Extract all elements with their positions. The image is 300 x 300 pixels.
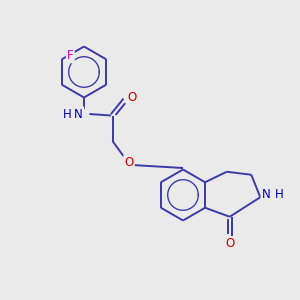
Text: H: H [274,188,283,201]
Text: N: N [262,188,271,201]
Text: O: O [225,237,234,250]
Text: O: O [127,91,136,104]
Text: H: H [63,107,72,121]
Text: N: N [74,107,83,121]
Text: F: F [67,49,74,62]
Text: O: O [124,156,134,169]
